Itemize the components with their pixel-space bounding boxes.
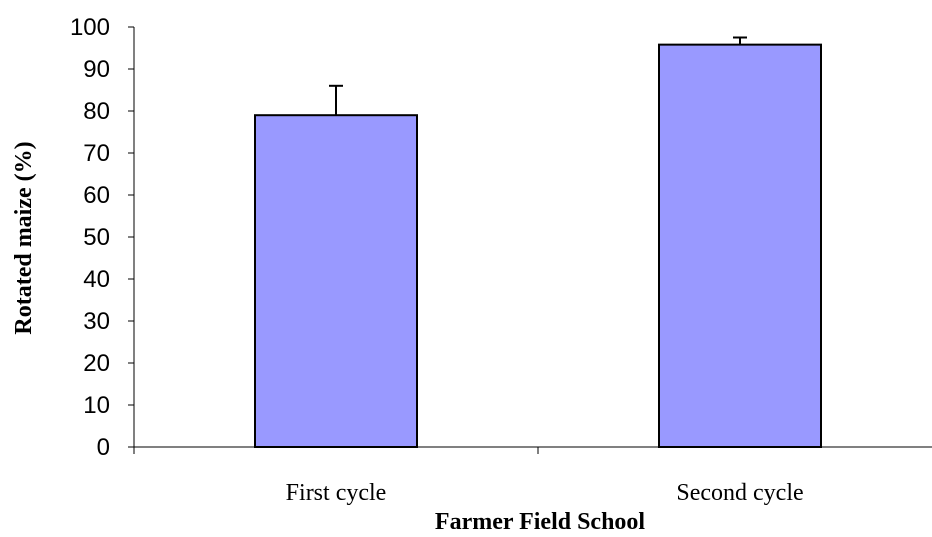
y-axis-title: Rotated maize (%) (11, 141, 37, 334)
error-bars (329, 36, 747, 116)
y-tick-label: 90 (83, 56, 110, 83)
y-tick-label: 30 (83, 308, 110, 335)
category-label-2: Second cycle (676, 480, 803, 506)
x-axis (133, 446, 932, 454)
y-tick-label: 80 (83, 98, 110, 125)
y-tick-label: 60 (83, 182, 110, 209)
bar-2 (658, 43, 822, 448)
y-axis: 0 10 20 30 40 50 60 70 80 90 100 (70, 14, 135, 461)
y-tick-label: 40 (83, 266, 110, 293)
bar-1 (254, 114, 418, 448)
y-tick-label: 10 (83, 392, 110, 419)
category-label-1: First cycle (286, 480, 387, 506)
y-tick-label: 50 (83, 224, 110, 251)
bars (254, 43, 822, 448)
y-tick-label: 20 (83, 350, 110, 377)
y-tick-label: 0 (97, 434, 110, 461)
y-tick-label: 100 (70, 14, 110, 41)
y-tick-label: 70 (83, 140, 110, 167)
x-axis-title: Farmer Field School (435, 509, 646, 535)
category-labels: First cycle Second cycle (286, 480, 804, 506)
